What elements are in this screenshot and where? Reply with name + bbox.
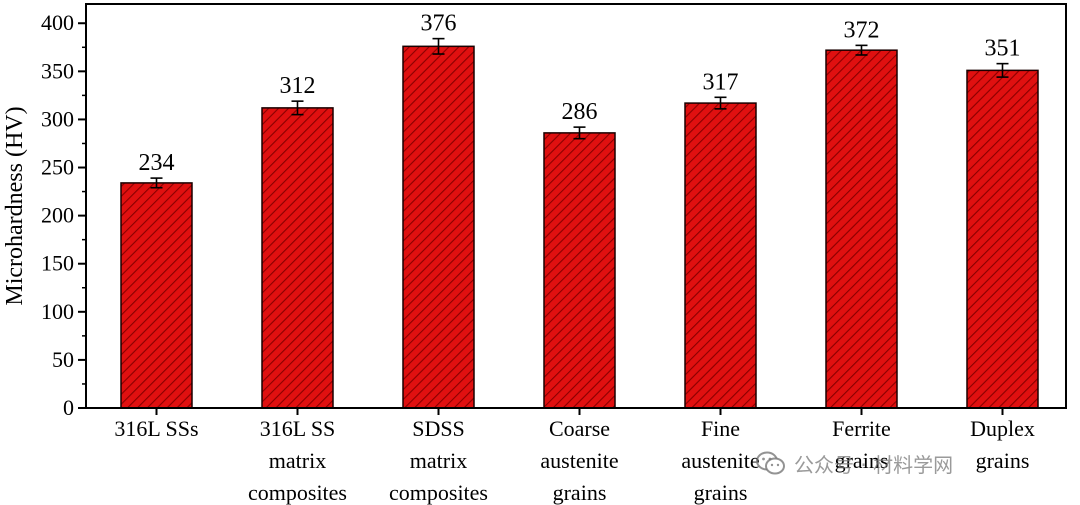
x-tick-label: SDSS — [412, 416, 465, 441]
bar — [402, 45, 475, 409]
x-tick-label: grains — [553, 480, 607, 505]
y-tick-label: 250 — [41, 155, 74, 180]
x-tick-label: Duplex — [970, 416, 1035, 441]
x-tick-label: 316L SS — [260, 416, 336, 441]
bar — [261, 107, 334, 409]
data-label: 317 — [703, 69, 739, 95]
y-tick-label: 50 — [52, 347, 74, 372]
y-tick-label: 0 — [63, 395, 74, 420]
watermark-text: 公众号 · 材料学网 — [794, 452, 954, 477]
watermark: 公众号 · 材料学网 — [756, 446, 953, 480]
y-tick-label: 300 — [41, 106, 74, 131]
x-tick-label: Fine — [701, 416, 740, 441]
y-tick-label: 200 — [41, 203, 74, 228]
x-tick-label: 316L SSs — [114, 416, 198, 441]
data-label: 376 — [421, 11, 457, 37]
x-tick-label: matrix — [410, 448, 467, 473]
data-label: 234 — [139, 150, 175, 176]
plot-frame — [85, 3, 1067, 409]
bar — [966, 69, 1039, 409]
x-tick-label: austenite — [681, 448, 759, 473]
wechat-icon — [756, 451, 785, 475]
data-label: 312 — [280, 73, 316, 99]
bar — [543, 132, 616, 409]
x-tick-label: grains — [976, 448, 1030, 473]
x-tick-label: austenite — [540, 448, 618, 473]
y-tick-label: 350 — [41, 58, 74, 83]
y-tick-label: 150 — [41, 251, 74, 276]
x-tick-label: grains — [835, 448, 889, 473]
bar — [120, 182, 193, 409]
x-tick-label: composites — [389, 480, 488, 505]
x-tick-label: matrix — [269, 448, 326, 473]
bar — [684, 102, 757, 409]
x-tick-label: Coarse — [549, 416, 610, 441]
x-tick-label: Ferrite — [832, 416, 891, 441]
y-axis-title: Microhardness (HV) — [2, 106, 28, 305]
y-tick-label: 400 — [41, 10, 74, 35]
x-tick-label: composites — [248, 480, 347, 505]
y-tick-label: 100 — [41, 299, 74, 324]
data-label: 351 — [985, 36, 1021, 62]
data-label: 372 — [844, 17, 880, 43]
x-tick-label: grains — [694, 480, 748, 505]
bar — [825, 49, 898, 409]
data-label: 286 — [562, 99, 598, 125]
